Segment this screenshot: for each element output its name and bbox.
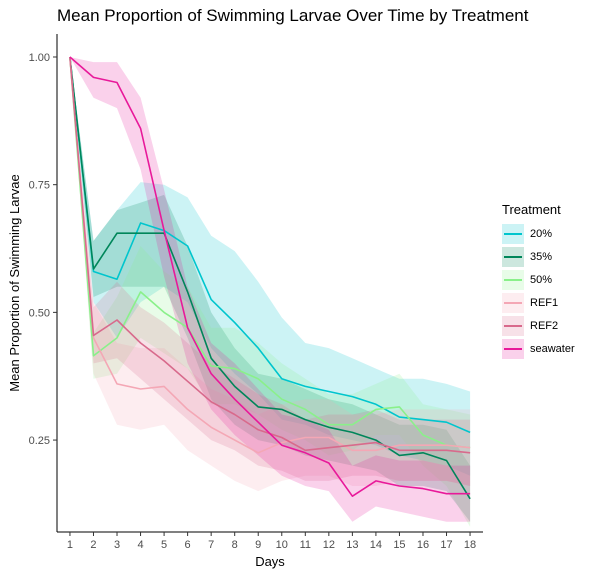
legend-item: 35% bbox=[502, 245, 575, 268]
legend-key bbox=[502, 292, 524, 313]
x-tick-label: 5 bbox=[161, 539, 167, 551]
x-tick-label: 2 bbox=[90, 539, 96, 551]
legend-label: REF1 bbox=[530, 296, 559, 309]
x-tick-label: 9 bbox=[255, 539, 261, 551]
confidence-bands bbox=[69, 57, 471, 527]
y-ticks: 0.25 0.50 0.75 1.00 bbox=[29, 52, 57, 447]
legend-item: REF1 bbox=[502, 291, 575, 314]
x-tick-label: 6 bbox=[185, 539, 191, 551]
legend-label: seawater bbox=[530, 342, 575, 355]
x-tick-label: 15 bbox=[393, 539, 405, 551]
line-20 bbox=[69, 56, 471, 434]
x-tick-label: 1 bbox=[67, 539, 73, 551]
line-35 bbox=[69, 56, 471, 500]
legend-label: 35% bbox=[530, 250, 553, 263]
line-seawater bbox=[69, 56, 471, 498]
legend-key bbox=[502, 269, 524, 290]
y-tick-label: 0.75 bbox=[29, 180, 50, 192]
x-tick-label: 8 bbox=[232, 539, 238, 551]
x-tick-label: 16 bbox=[417, 539, 429, 551]
legend-key bbox=[502, 315, 524, 336]
legend: Treatment 20% 35% 50% REF1 REF2 seawater bbox=[502, 202, 575, 360]
x-tick-label: 17 bbox=[440, 539, 452, 551]
y-axis-title: Mean Proportion of Swimming Larvae bbox=[7, 174, 22, 392]
line-50 bbox=[69, 56, 471, 449]
legend-title: Treatment bbox=[502, 202, 561, 217]
legend-label: 20% bbox=[530, 227, 553, 240]
series-lines bbox=[69, 56, 471, 500]
y-tick-label: 0.50 bbox=[29, 307, 50, 319]
band-50 bbox=[69, 57, 471, 527]
band-ref2 bbox=[69, 57, 471, 486]
y-tick-label: 0.25 bbox=[29, 435, 50, 447]
legend-key bbox=[502, 338, 524, 359]
x-tick-label: 18 bbox=[464, 539, 476, 551]
x-tick-label: 13 bbox=[346, 539, 358, 551]
x-tick-label: 10 bbox=[276, 539, 288, 551]
band-35 bbox=[69, 57, 471, 522]
x-tick-label: 12 bbox=[323, 539, 335, 551]
legend-items: 20% 35% 50% REF1 REF2 seawater bbox=[502, 222, 575, 360]
x-axis-title: Days bbox=[255, 554, 285, 569]
y-tick-label: 1.00 bbox=[29, 52, 50, 64]
legend-item: seawater bbox=[502, 337, 575, 360]
band-seawater bbox=[69, 57, 471, 522]
line-ref1 bbox=[69, 56, 471, 454]
legend-label: 50% bbox=[530, 273, 553, 286]
x-tick-label: 7 bbox=[208, 539, 214, 551]
band-ref1 bbox=[69, 57, 471, 492]
x-tick-label: 14 bbox=[370, 539, 382, 551]
x-tick-label: 4 bbox=[137, 539, 143, 551]
band-20 bbox=[69, 57, 471, 476]
chart-title: Mean Proportion of Swimming Larvae Over … bbox=[57, 6, 529, 25]
legend-label: REF2 bbox=[530, 319, 559, 332]
legend-key bbox=[502, 223, 524, 244]
x-ticks: 1 2 3 4 5 6 7 8 9 10 11 12 13 14 15 16 17 18 bbox=[67, 532, 476, 551]
legend-item: REF2 bbox=[502, 314, 575, 337]
legend-item: 20% bbox=[502, 222, 575, 245]
x-tick-label: 11 bbox=[300, 539, 311, 551]
x-tick-label: 3 bbox=[114, 539, 120, 551]
legend-key bbox=[502, 246, 524, 267]
legend-item: 50% bbox=[502, 268, 575, 291]
